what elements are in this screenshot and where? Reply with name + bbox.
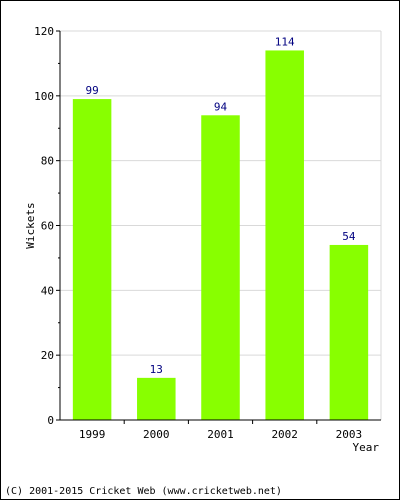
bars	[72, 50, 369, 421]
x-tick-label-2002: 2002	[271, 428, 298, 441]
y-tick-label-80: 80	[41, 155, 54, 168]
x-tick-label-2003: 2003	[336, 428, 363, 441]
y-tick-label-40: 40	[41, 284, 54, 297]
data-label-2003: 54	[342, 230, 356, 243]
data-label-2001: 94	[214, 100, 228, 113]
bar-2002	[265, 50, 304, 420]
x-tick-label-2001: 2001	[207, 428, 234, 441]
y-axis-title: Wickets	[24, 202, 37, 248]
x-tick-label-1999: 1999	[79, 428, 106, 441]
y-tick-label-120: 120	[34, 25, 54, 38]
bar-2001	[201, 115, 240, 421]
copyright-footer: (C) 2001-2015 Cricket Web (www.cricketwe…	[5, 486, 282, 497]
y-tick-label-60: 60	[41, 220, 54, 233]
bar-1999	[72, 99, 112, 420]
axes	[56, 30, 381, 424]
bar-2000	[137, 377, 176, 420]
data-label-2002: 114	[275, 35, 295, 48]
x-tick-label-2000: 2000	[143, 428, 170, 441]
data-label-1999: 99	[85, 84, 98, 97]
bar-2003	[329, 244, 369, 420]
labels: 0 20 40 60 80 100 120 99 1999 13 2000 94 2001 114 2002…	[34, 25, 362, 441]
grid-lines	[60, 30, 382, 420]
y-tick-label-20: 20	[41, 349, 54, 362]
x-axis-title: Year	[353, 441, 380, 454]
y-tick-label-100: 100	[34, 90, 54, 103]
y-tick-label-0: 0	[47, 414, 54, 427]
data-label-2000: 13	[150, 363, 163, 376]
